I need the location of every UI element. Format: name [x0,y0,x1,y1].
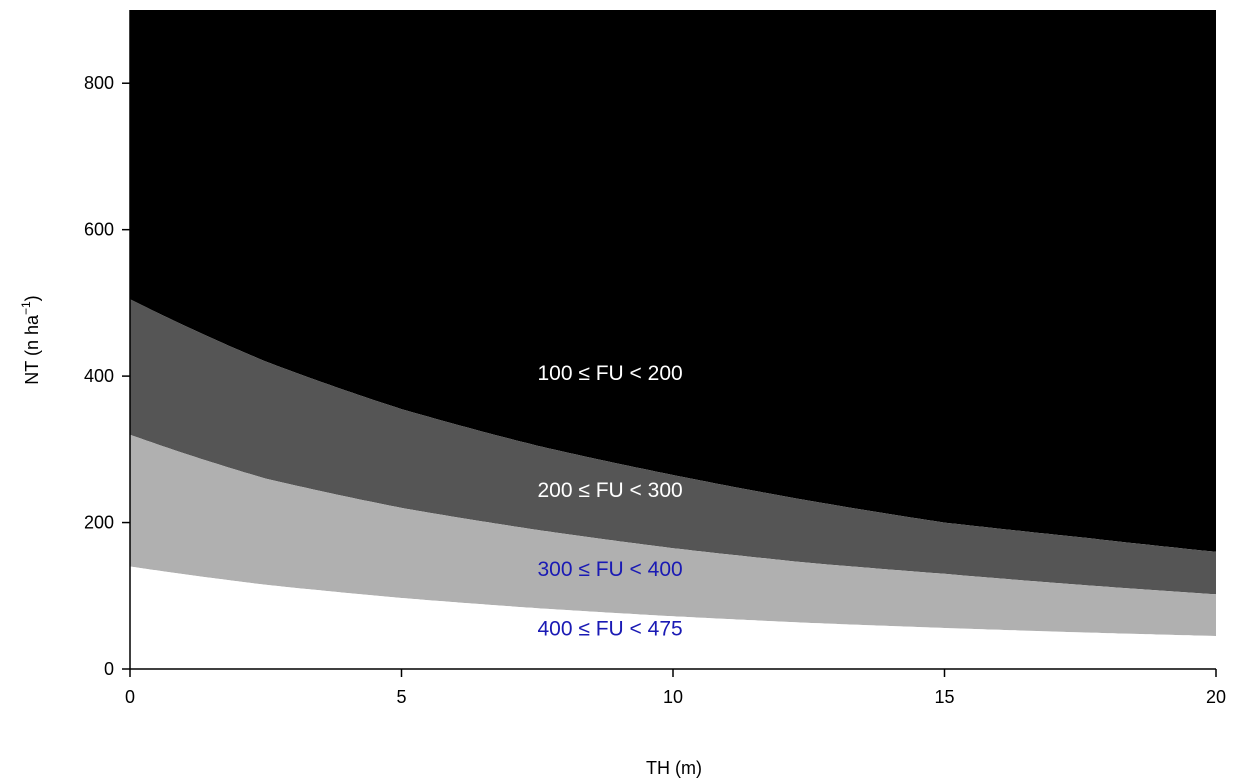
x-axis-title: TH (m) [646,758,702,778]
y-axis-title-main: NT (n ha [22,314,42,385]
region-label: 300 ≤ FU < 400 [537,558,682,581]
region-label: 100 ≤ FU < 200 [537,362,682,385]
y-tick-label: 0 [104,659,114,679]
chart-region-labels: 100 ≤ FU < 200 200 ≤ FU < 300 300 ≤ FU < 4… [537,362,682,641]
region-fu-300-400 [130,434,1216,636]
x-tick-label: 5 [396,687,406,707]
chart-regions [130,10,1216,669]
x-tick-label: 10 [663,687,683,707]
region-label: 200 ≤ FU < 300 [537,479,682,502]
region-fu-400-475 [130,566,1216,669]
y-tick-label: 600 [84,220,114,240]
y-axis-title: NT (n ha−1) [19,295,42,384]
y-tick-label: 400 [84,366,114,386]
x-tick-label: 0 [125,687,135,707]
y-tick-label: 800 [84,73,114,93]
y-axis-title-close: ) [22,295,42,301]
x-tick-label: 20 [1206,687,1226,707]
y-tick-label: 200 [84,513,114,533]
y-axis-title-sup: −1 [19,301,33,315]
region-fu-100-200 [130,10,1216,552]
x-tick-label: 15 [934,687,954,707]
region-label: 400 ≤ FU < 475 [537,617,682,640]
region-fu-200-300 [130,299,1216,595]
